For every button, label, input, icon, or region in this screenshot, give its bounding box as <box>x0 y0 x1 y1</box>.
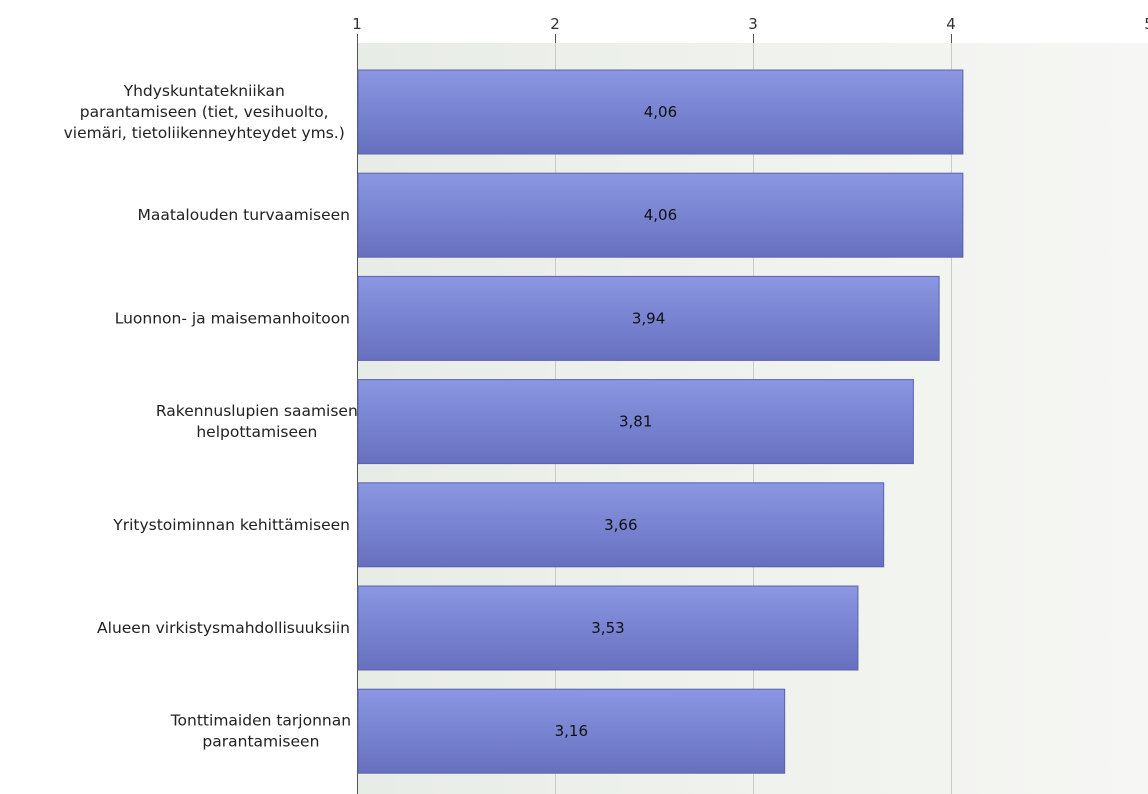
tick-label: 1 <box>352 15 362 33</box>
bar <box>357 275 940 361</box>
data-label: 4,06 <box>644 206 677 224</box>
category-label-line: Tonttimaiden tarjonnan <box>170 712 351 730</box>
bar <box>357 482 885 568</box>
category-label-line: viemäri, tietoliikenneyhteydet yms.) <box>64 124 345 142</box>
category-label-line: Rakennuslupien saamisen <box>156 402 358 420</box>
category-label-line: parantamiseen <box>202 733 319 751</box>
data-label: 3,81 <box>619 413 652 431</box>
bar <box>357 688 786 774</box>
bar <box>357 585 859 671</box>
category-label-line: Maatalouden turvaamiseen <box>137 206 350 224</box>
bar <box>357 379 914 465</box>
bar <box>357 172 964 258</box>
category-label: Luonnon- ja maisemanhoitoon <box>115 309 350 327</box>
category-label: Tonttimaiden tarjonnan parantamiseen <box>170 712 351 751</box>
data-label: 4,06 <box>644 103 677 121</box>
data-label: 3,16 <box>555 722 588 740</box>
category-label-line: Yhdyskuntatekniikan <box>123 82 285 100</box>
tick-label: 2 <box>550 15 560 33</box>
category-label-line: helpottamiseen <box>196 423 317 441</box>
category-label: Maatalouden turvaamiseen <box>137 206 350 224</box>
data-label: 3,66 <box>604 516 637 534</box>
category-label: Rakennuslupien saamisen helpottamiseen <box>156 402 358 441</box>
category-label-line: Alueen virkistysmahdollisuuksiin <box>97 619 350 637</box>
category-label-line: Yritystoiminnan kehittämiseen <box>112 516 350 534</box>
data-label: 3,53 <box>591 619 624 637</box>
category-label: Yhdyskuntatekniikan parantamiseen (tiet, … <box>64 82 345 142</box>
category-label: Alueen virkistysmahdollisuuksiin <box>97 619 350 637</box>
category-label-line: parantamiseen (tiet, vesihuolto, <box>80 103 329 121</box>
tick-label: 3 <box>748 15 758 33</box>
tick-label: 4 <box>946 15 956 33</box>
bars: 4,06 4,06 3,94 3,81 3,66 3,53 3,16 <box>357 69 964 774</box>
data-label: 3,94 <box>632 309 665 327</box>
category-label: Yritystoiminnan kehittämiseen <box>112 516 350 534</box>
category-label-line: Luonnon- ja maisemanhoitoon <box>115 309 350 327</box>
bar <box>357 69 964 155</box>
tick-label: 5 <box>1144 15 1148 33</box>
category-labels: Yhdyskuntatekniikan parantamiseen (tiet, … <box>64 82 358 751</box>
